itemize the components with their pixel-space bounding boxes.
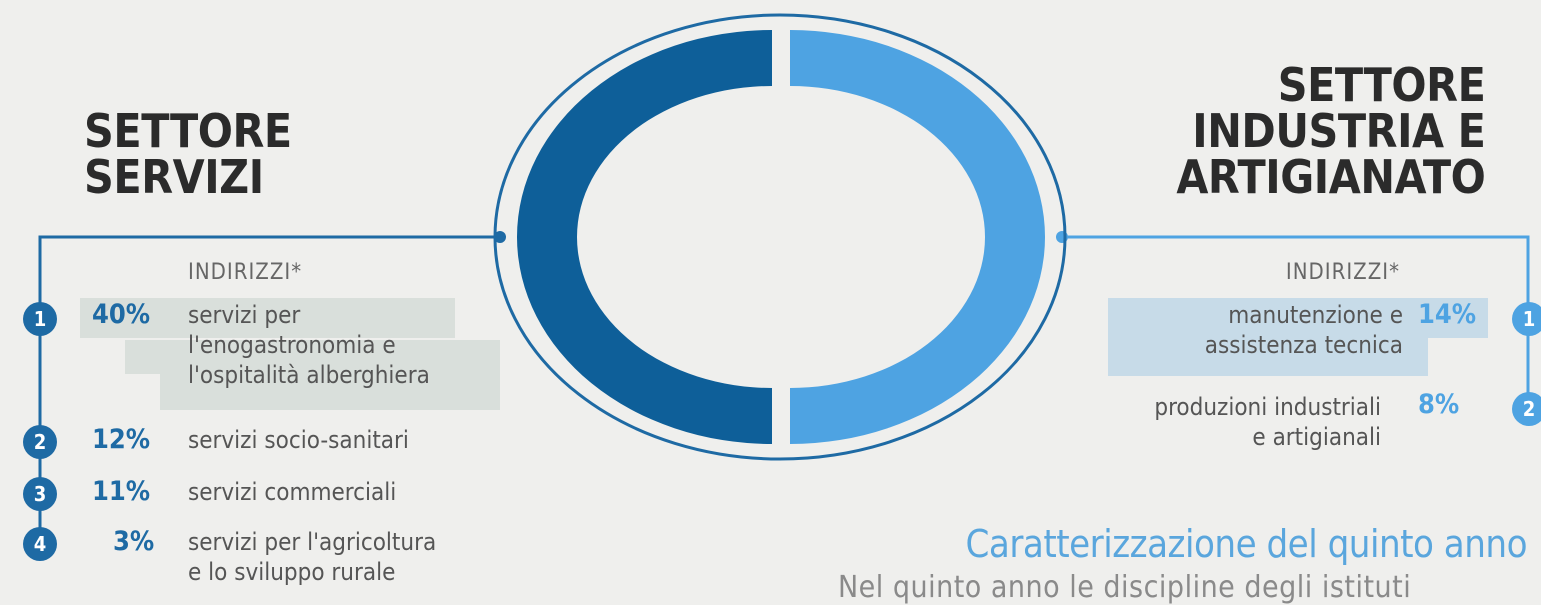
left-connector-dot (494, 231, 506, 243)
left-item-percent-4: 3% (113, 526, 155, 557)
right-item-percent-2: 8% (1418, 389, 1460, 420)
left-item-description-4: servizi per l'agricoltura e lo sviluppo … (188, 528, 437, 586)
section-body-text: Nel quinto anno le discipline degli isti… (838, 570, 1412, 605)
right-item1-highlight (1108, 298, 1488, 338)
left-item-percent-2: 12% (92, 424, 151, 455)
left-item-description-2: servizi socio-sanitari (188, 426, 409, 454)
left-item-description-1: servizi per l'enogastronomia e l'ospital… (188, 301, 430, 389)
right-item-description-2: produzioni industriali e artigianali (1154, 393, 1381, 451)
right-item1-highlight (1108, 338, 1428, 376)
right-item-description-1: manutenzione e assistenza tecnica (1204, 301, 1403, 359)
donut-right-half (790, 30, 1045, 444)
right-indirizzi-label: INDIRIZZI* (1285, 260, 1400, 285)
left-indirizzi-label: INDIRIZZI* (188, 260, 303, 285)
left-item1-highlight (80, 298, 455, 338)
section-subtitle: Caratterizzazione del quinto anno (965, 522, 1528, 566)
left-item-percent-3: 11% (92, 476, 151, 507)
left-item-description-3: servizi commerciali (188, 478, 397, 506)
left-item-number-3: 3 (23, 477, 57, 511)
donut-outer-ring (493, 13, 1067, 461)
left-item-number-1: 1 (23, 302, 57, 336)
left-item-number-2: 2 (23, 425, 57, 459)
right-item-number-1: 1 (1512, 302, 1541, 336)
left-item-percent-1: 40% (92, 299, 151, 330)
donut-left-half (517, 30, 772, 444)
left-sector-title: SETTORE SERVIZI (84, 104, 292, 204)
right-sector-title: SETTORE INDUSTRIA E ARTIGIANATO (1175, 58, 1486, 204)
left-item1-highlight (160, 374, 500, 410)
left-item-number-4: 4 (23, 527, 57, 561)
left-item1-highlight (125, 340, 500, 374)
right-item-number-2: 2 (1512, 392, 1541, 426)
right-connector-line (1064, 235, 1530, 410)
right-item-percent-1: 14% (1418, 299, 1477, 330)
